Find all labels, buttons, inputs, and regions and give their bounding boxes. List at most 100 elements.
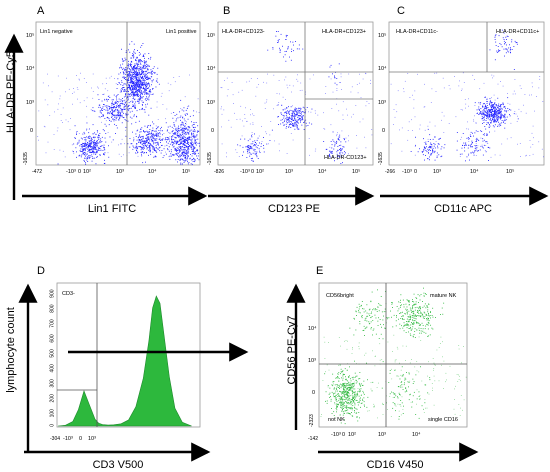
event-dot bbox=[86, 143, 88, 145]
event-dot bbox=[184, 148, 186, 150]
event-dot bbox=[125, 113, 127, 115]
event-dot bbox=[93, 144, 95, 146]
event-dot bbox=[289, 56, 290, 58]
event-dot bbox=[115, 107, 117, 109]
event-dot bbox=[178, 149, 180, 151]
event-dot bbox=[135, 68, 136, 69]
event-dot bbox=[352, 392, 353, 394]
event-dot bbox=[489, 116, 491, 117]
event-dot bbox=[190, 145, 192, 147]
event-dot bbox=[136, 77, 137, 79]
event-dot bbox=[99, 110, 101, 112]
event-dot bbox=[357, 92, 359, 94]
event-dot bbox=[466, 128, 468, 130]
event-dot bbox=[474, 145, 475, 146]
event-dot bbox=[136, 143, 137, 145]
event-dot bbox=[487, 111, 488, 112]
event-dot bbox=[135, 74, 137, 76]
event-dot bbox=[442, 341, 443, 343]
event-dot bbox=[221, 87, 223, 89]
event-dot bbox=[76, 131, 78, 132]
event-dot bbox=[104, 105, 106, 107]
event-dot bbox=[338, 364, 339, 366]
event-dot bbox=[349, 375, 350, 377]
event-dot bbox=[435, 91, 437, 92]
event-dot bbox=[285, 99, 286, 100]
event-dot bbox=[412, 306, 413, 308]
event-dot bbox=[106, 105, 108, 107]
event-dot bbox=[139, 67, 141, 69]
event-dot bbox=[396, 111, 398, 113]
event-dot bbox=[119, 104, 121, 106]
event-dot bbox=[152, 70, 153, 72]
event-dot bbox=[532, 144, 534, 145]
event-dot bbox=[428, 146, 430, 148]
event-dot bbox=[298, 112, 300, 114]
event-dot bbox=[124, 83, 126, 85]
event-dot bbox=[495, 105, 497, 107]
event-dot bbox=[344, 405, 346, 407]
event-dot bbox=[356, 84, 358, 85]
event-dot bbox=[296, 111, 297, 113]
event-dot bbox=[342, 375, 344, 377]
event-dot bbox=[91, 147, 93, 149]
event-dot bbox=[481, 131, 483, 132]
event-dot bbox=[473, 120, 475, 122]
event-dot bbox=[497, 106, 499, 108]
event-dot bbox=[474, 105, 476, 106]
event-dot bbox=[487, 107, 489, 109]
event-dot bbox=[494, 36, 496, 38]
event-dot bbox=[388, 317, 390, 319]
event-dot bbox=[476, 113, 478, 114]
event-dot bbox=[507, 93, 508, 94]
event-dot bbox=[59, 149, 61, 151]
event-dot bbox=[409, 314, 411, 316]
event-dot bbox=[108, 95, 110, 97]
event-dot bbox=[491, 107, 492, 108]
event-dot bbox=[137, 146, 139, 148]
event-dot bbox=[340, 144, 342, 146]
event-dot bbox=[500, 116, 502, 117]
event-dot bbox=[484, 135, 485, 136]
event-dot bbox=[145, 65, 146, 67]
event-dot bbox=[344, 139, 345, 141]
event-dot bbox=[285, 111, 287, 113]
event-dot bbox=[493, 108, 494, 109]
event-dot bbox=[336, 78, 338, 79]
event-dot bbox=[438, 380, 440, 382]
event-dot bbox=[291, 121, 293, 123]
event-dot bbox=[100, 116, 102, 117]
event-dot bbox=[287, 47, 289, 49]
event-dot bbox=[476, 150, 478, 152]
event-dot bbox=[148, 87, 150, 89]
event-dot bbox=[139, 76, 141, 78]
event-dot bbox=[354, 406, 355, 408]
event-dot bbox=[138, 60, 140, 61]
event-dot bbox=[252, 113, 253, 115]
event-dot bbox=[257, 137, 259, 139]
event-dot bbox=[360, 305, 362, 307]
event-dot bbox=[112, 113, 113, 115]
event-dot bbox=[500, 108, 502, 110]
event-dot bbox=[186, 159, 188, 161]
event-dot bbox=[173, 154, 175, 155]
event-dot bbox=[185, 109, 187, 111]
event-dot bbox=[299, 90, 301, 91]
event-dot bbox=[134, 67, 136, 68]
event-dot bbox=[91, 160, 93, 162]
event-dot bbox=[409, 380, 411, 382]
event-dot bbox=[367, 379, 368, 381]
event-dot bbox=[460, 407, 461, 409]
event-dot bbox=[139, 96, 141, 98]
event-dot bbox=[365, 327, 367, 329]
event-dot bbox=[407, 139, 409, 141]
event-dot bbox=[144, 131, 146, 133]
event-dot bbox=[351, 383, 353, 384]
event-dot bbox=[305, 109, 307, 111]
event-dot bbox=[84, 157, 86, 159]
event-dot bbox=[140, 146, 142, 148]
event-dot bbox=[484, 106, 486, 108]
event-dot bbox=[286, 119, 287, 121]
event-dot bbox=[363, 329, 365, 331]
event-dot bbox=[354, 388, 356, 390]
